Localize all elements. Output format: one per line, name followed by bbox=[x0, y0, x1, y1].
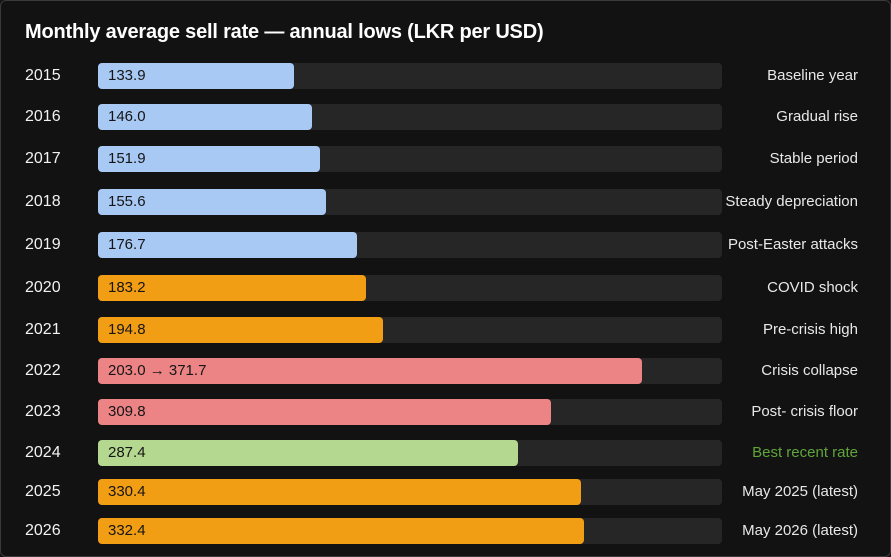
annotation-label: May 2026 (latest) bbox=[742, 522, 858, 539]
annotation-label: Steady depreciation bbox=[725, 193, 858, 210]
year-label: 2021 bbox=[25, 321, 61, 338]
annotation-label: May 2025 (latest) bbox=[742, 483, 858, 500]
year-label: 2019 bbox=[25, 236, 61, 253]
annotation-label: COVID shock bbox=[767, 279, 858, 296]
bar-2019 bbox=[98, 232, 357, 258]
bar-2016 bbox=[98, 104, 312, 130]
bar-2025 bbox=[98, 479, 581, 505]
value-label: 332.4 bbox=[108, 522, 146, 539]
bar-2026 bbox=[98, 518, 584, 544]
bar-2020 bbox=[98, 275, 366, 301]
year-label: 2018 bbox=[25, 193, 61, 210]
value-label: 146.0 bbox=[108, 108, 146, 125]
annotation-label: Pre-crisis high bbox=[762, 321, 858, 338]
annotation-label: Stable period bbox=[769, 150, 858, 167]
value-label: 194.8 bbox=[108, 321, 146, 338]
annotation-label: Post- crisis floor bbox=[751, 403, 858, 420]
year-label: 2022 bbox=[25, 362, 61, 379]
bar-2017 bbox=[98, 146, 320, 172]
annotation-label: Baseline year bbox=[767, 67, 858, 84]
bar-2021 bbox=[98, 317, 383, 343]
value-label: 183.2 bbox=[108, 279, 146, 296]
bar-2018 bbox=[98, 189, 326, 215]
year-label: 2023 bbox=[25, 403, 61, 420]
annotation-label: Post-Easter attacks bbox=[727, 236, 858, 253]
value-label: 176.7 bbox=[108, 236, 146, 253]
chart-title: Monthly average sell rate — annual lows … bbox=[25, 21, 544, 43]
annotation-label: Best recent rate bbox=[752, 444, 858, 461]
value-label: 309.8 bbox=[108, 403, 146, 420]
value-label: 287.4 bbox=[108, 444, 146, 461]
bar-2015 bbox=[98, 63, 294, 89]
year-label: 2016 bbox=[25, 108, 61, 125]
year-label: 2015 bbox=[25, 67, 61, 84]
value-label: 330.4 bbox=[108, 483, 146, 500]
value-label: 155.6 bbox=[108, 193, 146, 210]
bar-2022 bbox=[98, 358, 642, 384]
year-label: 2020 bbox=[25, 279, 61, 296]
value-label: 203.0 → 371.7 bbox=[108, 362, 207, 379]
year-label: 2026 bbox=[25, 522, 61, 539]
value-label: 133.9 bbox=[108, 67, 146, 84]
annotation-label: Gradual rise bbox=[776, 108, 858, 125]
value-label: 151.9 bbox=[108, 150, 146, 167]
bar-2024 bbox=[98, 440, 518, 466]
year-label: 2024 bbox=[25, 444, 61, 461]
year-label: 2025 bbox=[25, 483, 61, 500]
bar-2023 bbox=[98, 399, 551, 425]
year-label: 2017 bbox=[25, 150, 61, 167]
annotation-label: Crisis collapse bbox=[761, 362, 858, 379]
